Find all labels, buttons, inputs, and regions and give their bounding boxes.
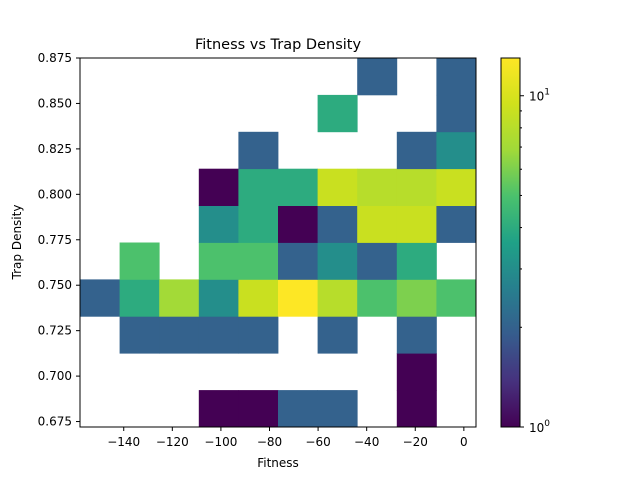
colorbar-tick-label: 100 — [529, 419, 550, 435]
colorbar-tick-label: 101 — [529, 88, 550, 104]
x-tick-label: 0 — [460, 435, 468, 449]
heatmap-cell — [317, 168, 358, 206]
y-tick-label: 0.850 — [38, 96, 72, 110]
heatmap-cell — [198, 279, 239, 317]
colorbar: 100 101 — [500, 57, 550, 435]
heatmap-cell — [198, 205, 239, 243]
heatmap-cell — [396, 390, 437, 428]
heatmap-cell — [119, 316, 160, 354]
heatmap-cell — [436, 205, 477, 243]
heatmap-cell — [238, 316, 279, 354]
y-axis-label: Trap Density — [10, 205, 24, 281]
heatmap-cell — [278, 279, 318, 317]
y-tick-label: 0.675 — [38, 415, 72, 429]
y-tick-label: 0.775 — [38, 233, 72, 247]
heatmap-cell — [198, 242, 239, 280]
heatmap-cell — [317, 390, 358, 428]
heatmap-cell — [198, 390, 239, 428]
heatmap-cell — [357, 58, 398, 96]
heatmap-cell — [278, 390, 318, 428]
heatmap-cell — [396, 242, 437, 280]
x-tick-label: −60 — [305, 435, 330, 449]
heatmap-cell — [436, 94, 477, 133]
heatmap-cell — [396, 353, 437, 391]
y-tick-label: 0.825 — [38, 142, 72, 156]
chart-title: Fitness vs Trap Density — [195, 37, 362, 53]
y-axis: 0.675 0.700 0.725 0.750 0.775 0.800 0.825 0.850… — [38, 51, 80, 429]
heatmap-cell — [278, 168, 318, 206]
plot-frame — [79, 57, 477, 428]
heatmap-cell — [357, 242, 398, 280]
heatmap-cell — [396, 168, 437, 206]
heatmap-cell — [238, 168, 279, 206]
y-tick-label: 0.700 — [38, 369, 72, 383]
heatmap-cell — [159, 279, 200, 317]
heatmap-cell — [80, 279, 120, 317]
heatmap-cell — [396, 131, 437, 170]
colorbar-gradient — [501, 58, 520, 427]
y-tick-label: 0.800 — [38, 187, 72, 201]
colorbar-ticks: 100 101 — [520, 88, 550, 435]
heatmap-cell — [396, 205, 437, 243]
y-tick-label: 0.750 — [38, 278, 72, 292]
y-tick-label: 0.875 — [38, 51, 72, 65]
x-tick-label: −140 — [107, 435, 140, 449]
heatmap-cell — [198, 168, 239, 206]
heatmap-cell — [357, 205, 398, 243]
heatmap-cell — [198, 316, 239, 354]
x-tick-label: −40 — [354, 435, 379, 449]
y-tick-label: 0.725 — [38, 324, 72, 338]
heatmap-cell — [278, 242, 318, 280]
heatmap-cell — [396, 316, 437, 354]
heatmap-cell — [238, 242, 279, 280]
heatmap-cell — [317, 94, 358, 133]
heatmap-cell — [317, 316, 358, 354]
x-tick-label: −80 — [257, 435, 282, 449]
x-tick-label: −120 — [156, 435, 189, 449]
heatmap-cell — [317, 242, 358, 280]
colorbar-frame — [500, 57, 521, 428]
heatmap-cell — [238, 390, 279, 428]
heatmap-cells — [80, 58, 477, 428]
x-axis-label: Fitness — [257, 456, 299, 470]
heatmap-cell — [396, 279, 437, 317]
heatmap-cell — [357, 168, 398, 206]
heatmap-cell — [159, 316, 200, 354]
x-axis: −140 −120 −100 −80 −60 −40 −20 0 — [107, 427, 468, 449]
x-tick-label: −100 — [204, 435, 237, 449]
heatmap-cell — [436, 131, 477, 170]
heatmap-cell — [436, 168, 477, 206]
heatmap-cell — [119, 242, 160, 280]
heatmap-cell — [238, 279, 279, 317]
x-tick-label: −20 — [403, 435, 428, 449]
heatmap-cell — [278, 205, 318, 243]
heatmap-cell — [357, 279, 398, 317]
heatmap-cell — [238, 131, 279, 170]
heatmap-cell — [436, 58, 477, 96]
heatmap-cell — [238, 205, 279, 243]
heatmap-cell — [436, 279, 477, 317]
heatmap-cell — [317, 205, 358, 243]
heatmap-cell — [119, 279, 160, 317]
heatmap-cell — [317, 279, 358, 317]
